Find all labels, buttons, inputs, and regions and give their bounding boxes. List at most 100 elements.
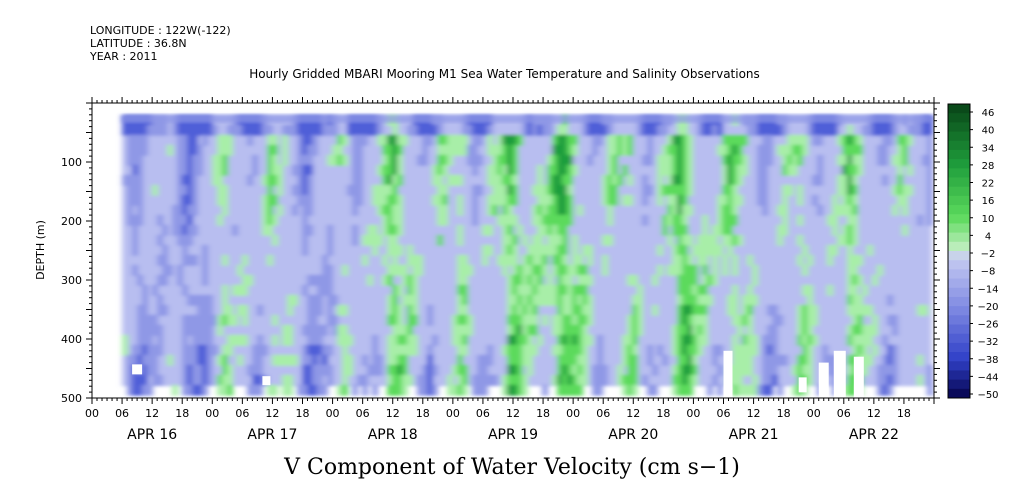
colorbar-label: 40 (982, 126, 995, 137)
colorbar-swatch (948, 223, 970, 234)
x-hour-tick-label: 06 (356, 407, 370, 420)
colorbar-swatch (948, 306, 970, 316)
x-hour-tick-label: 18 (656, 407, 670, 420)
missing-data-patch (833, 350, 846, 398)
x-hour-tick-label: 12 (506, 407, 520, 420)
colorbar-swatch (948, 232, 970, 243)
colorbar-swatch (948, 241, 970, 252)
y-axis-label: DEPTH (m) (34, 220, 47, 280)
x-hour-tick-label: 12 (386, 407, 400, 420)
colorbar-label: −44 (977, 372, 998, 383)
colorbar-swatch (948, 260, 970, 270)
x-hour-tick-label: 06 (837, 407, 851, 420)
colorbar-swatch (948, 251, 970, 261)
x-hour-tick-label: 00 (566, 407, 580, 420)
x-hour-tick-label: 06 (717, 407, 731, 420)
colorbar-swatch (948, 186, 970, 197)
colorbar-swatch (948, 131, 970, 142)
metadata-block: LONGITUDE : 122W(-122) LATITUDE : 36.8N … (90, 24, 231, 63)
colorbar-swatch (948, 333, 970, 344)
colorbar-swatch (948, 159, 970, 169)
x-hour-tick-label: 00 (205, 407, 219, 420)
y-tick-label: 400 (61, 333, 82, 346)
x-hour-tick-label: 06 (596, 407, 610, 420)
colorbar-swatch (948, 214, 970, 224)
colorbar-swatch (948, 168, 970, 178)
colorbar-swatch (948, 140, 970, 151)
y-axis: 100 200 300 400 500 (61, 102, 940, 405)
colorbar-label: 28 (982, 161, 995, 172)
x-hour-tick-label: 18 (175, 407, 189, 420)
x-day-label: APR 20 (608, 427, 658, 443)
colorbar-label: −20 (977, 302, 998, 313)
colorbar-swatch (948, 195, 970, 206)
colorbar-label: 4 (985, 231, 991, 242)
x-hour-tick-label: 06 (476, 407, 490, 420)
x-hour-tick-label: 18 (777, 407, 791, 420)
colorbar-swatch (948, 269, 970, 280)
colorbar-label: −14 (977, 284, 998, 295)
colorbar-swatch (948, 205, 970, 215)
colorbar-swatch (948, 296, 970, 307)
x-hour-tick-label: 06 (235, 407, 249, 420)
colorbar-label: 46 (982, 108, 995, 119)
colorbar-label: −50 (977, 390, 998, 401)
colorbar-swatch (948, 287, 970, 298)
x-hour-tick-label: 12 (626, 407, 640, 420)
colorbar-swatch (948, 342, 970, 353)
x-hour-tick-label: 12 (145, 407, 159, 420)
colorbar-label: 34 (982, 143, 995, 154)
missing-data-patch (132, 364, 143, 375)
x-hour-tick-label: 12 (747, 407, 761, 420)
missing-data-patch (262, 376, 271, 386)
x-day-label: APR 17 (247, 427, 297, 443)
colorbar-swatch (948, 352, 970, 362)
colorbar-label: −32 (977, 337, 998, 348)
colorbar-swatch (948, 149, 970, 160)
colorbar: 46 40 34 28 22 16 10 4 −2 −8 −14 −20 −26 −32 −38 −44 −50 (947, 103, 999, 401)
missing-data-patch (853, 356, 864, 398)
chart-title: Hourly Gridded MBARI Mooring M1 Sea Wate… (249, 67, 760, 81)
colorbar-swatch (948, 113, 970, 123)
colorbar-swatch (948, 315, 970, 325)
missing-data-patch (798, 377, 807, 393)
colorbar-swatch (948, 122, 970, 133)
colorbar-swatch (948, 104, 970, 114)
colorbar-label: −2 (981, 249, 996, 260)
missing-data-patch (818, 362, 829, 398)
x-axis-label: V Component of Water Velocity (cm s−1) (283, 455, 740, 480)
x-hour-tick-label: 18 (416, 407, 430, 420)
colorbar-label: 22 (982, 179, 995, 190)
velocity-field (122, 114, 934, 398)
colorbar-swatch (948, 324, 970, 335)
x-day-label: APR 19 (488, 427, 538, 443)
colorbar-swatch (948, 361, 970, 371)
x-axis: 00 06 12 18 00 06 12 18 00 06 12 18 00 06 12 18 00 06 12 18… (85, 97, 935, 443)
x-hour-tick-label: 18 (536, 407, 550, 420)
colorbar-label: −8 (981, 267, 996, 278)
colorbar-swatch (948, 379, 970, 390)
colorbar-swatch (948, 388, 970, 399)
x-hour-tick-label: 00 (446, 407, 460, 420)
x-hour-tick-label: 00 (326, 407, 340, 420)
x-hour-tick-label: 00 (85, 407, 99, 420)
y-tick-label: 500 (61, 392, 82, 405)
x-hour-tick-label: 18 (897, 407, 911, 420)
colorbar-label: 10 (982, 214, 995, 225)
colorbar-label: −38 (977, 355, 998, 366)
y-tick-label: 100 (61, 156, 82, 169)
colorbar-swatch (948, 177, 970, 188)
x-day-label: APR 16 (127, 427, 177, 443)
x-day-label: APR 22 (849, 427, 899, 443)
longitude-label: LONGITUDE : 122W(-122) (90, 24, 231, 37)
colorbar-label: 16 (982, 196, 995, 207)
y-tick-label: 200 (61, 215, 82, 228)
y-tick-label: 300 (61, 274, 82, 287)
x-day-label: APR 21 (729, 427, 779, 443)
colorbar-label: −26 (977, 320, 998, 331)
x-hour-tick-label: 12 (265, 407, 279, 420)
x-hour-tick-label: 12 (867, 407, 881, 420)
x-hour-tick-label: 06 (115, 407, 129, 420)
x-hour-tick-label: 00 (686, 407, 700, 420)
